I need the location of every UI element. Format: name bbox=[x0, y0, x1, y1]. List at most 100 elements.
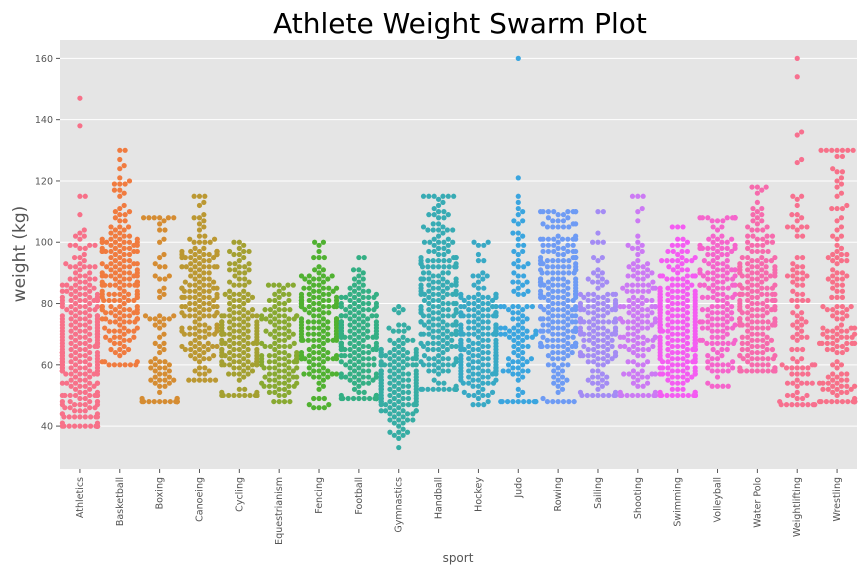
data-point bbox=[72, 386, 79, 392]
data-point bbox=[191, 377, 197, 383]
data-point bbox=[94, 313, 101, 319]
data-point bbox=[794, 276, 800, 282]
data-point bbox=[585, 346, 591, 353]
data-point bbox=[737, 353, 743, 359]
data-point bbox=[435, 365, 442, 371]
data-point bbox=[245, 340, 251, 346]
data-point bbox=[585, 353, 591, 359]
data-point bbox=[680, 325, 686, 331]
data-point bbox=[94, 398, 101, 405]
data-point bbox=[585, 276, 591, 282]
data-point bbox=[286, 389, 292, 395]
data-point bbox=[565, 285, 571, 291]
data-point bbox=[555, 300, 561, 307]
data-point bbox=[108, 236, 114, 242]
data-point bbox=[360, 368, 366, 374]
data-point bbox=[466, 374, 472, 380]
data-point bbox=[59, 398, 65, 405]
data-point bbox=[306, 285, 312, 291]
data-point bbox=[759, 254, 765, 261]
data-point bbox=[830, 285, 836, 291]
data-point bbox=[347, 334, 353, 340]
data-point bbox=[669, 368, 675, 374]
data-point bbox=[669, 294, 675, 300]
data-point bbox=[179, 285, 185, 291]
data-point bbox=[586, 319, 592, 325]
data-point bbox=[714, 267, 721, 273]
data-point bbox=[670, 267, 676, 273]
data-point bbox=[799, 356, 805, 362]
data-point bbox=[689, 282, 695, 288]
data-point bbox=[471, 282, 477, 288]
data-point bbox=[245, 365, 251, 371]
data-point bbox=[760, 356, 766, 362]
data-point bbox=[276, 343, 282, 350]
data-point bbox=[471, 300, 477, 307]
data-point bbox=[559, 362, 566, 368]
data-point bbox=[77, 322, 83, 328]
data-point bbox=[236, 371, 242, 377]
data-point bbox=[196, 328, 203, 334]
data-point bbox=[560, 356, 567, 362]
data-point bbox=[485, 307, 491, 313]
data-point bbox=[122, 218, 128, 224]
data-point bbox=[784, 392, 791, 399]
data-point bbox=[772, 303, 778, 310]
data-point bbox=[351, 331, 358, 337]
data-point bbox=[794, 254, 800, 261]
data-point bbox=[191, 193, 197, 199]
data-point bbox=[754, 300, 760, 307]
data-point bbox=[400, 365, 406, 371]
data-point bbox=[125, 346, 132, 353]
data-point bbox=[266, 353, 273, 359]
data-point bbox=[266, 297, 273, 304]
data-point bbox=[262, 307, 268, 313]
data-point bbox=[201, 300, 207, 307]
data-point bbox=[545, 322, 551, 328]
data-point bbox=[321, 405, 327, 411]
data-point bbox=[665, 340, 671, 346]
data-point bbox=[247, 392, 253, 399]
data-point bbox=[595, 392, 601, 399]
data-point bbox=[320, 365, 327, 371]
data-point bbox=[573, 233, 579, 239]
data-point bbox=[219, 319, 225, 325]
data-point bbox=[281, 343, 288, 350]
data-point bbox=[737, 291, 743, 297]
data-point bbox=[540, 395, 546, 402]
data-point bbox=[365, 322, 371, 328]
data-point bbox=[276, 288, 282, 294]
data-point bbox=[152, 356, 158, 362]
data-point bbox=[134, 359, 140, 365]
data-point bbox=[680, 300, 686, 307]
data-point bbox=[764, 334, 770, 340]
data-point bbox=[320, 267, 327, 273]
data-point bbox=[657, 273, 663, 279]
data-point bbox=[565, 316, 571, 322]
data-point bbox=[351, 325, 358, 331]
data-point bbox=[511, 218, 517, 224]
data-point bbox=[453, 276, 459, 282]
data-point bbox=[440, 300, 446, 307]
data-point bbox=[754, 221, 760, 227]
data-point bbox=[555, 294, 561, 300]
data-point bbox=[754, 337, 760, 343]
data-point bbox=[306, 279, 312, 285]
data-point bbox=[829, 294, 835, 300]
data-point bbox=[347, 297, 353, 304]
data-point bbox=[87, 270, 93, 276]
data-point bbox=[581, 343, 587, 350]
data-point bbox=[475, 371, 482, 377]
data-point bbox=[684, 310, 691, 316]
data-point bbox=[236, 359, 242, 365]
data-point bbox=[99, 245, 105, 251]
data-point bbox=[329, 371, 335, 377]
data-point bbox=[126, 251, 133, 258]
data-point bbox=[226, 337, 233, 343]
data-point bbox=[121, 319, 127, 325]
data-point bbox=[366, 349, 372, 356]
data-point bbox=[745, 233, 751, 239]
data-point bbox=[769, 239, 776, 245]
data-point bbox=[311, 300, 317, 307]
data-point bbox=[635, 303, 641, 310]
